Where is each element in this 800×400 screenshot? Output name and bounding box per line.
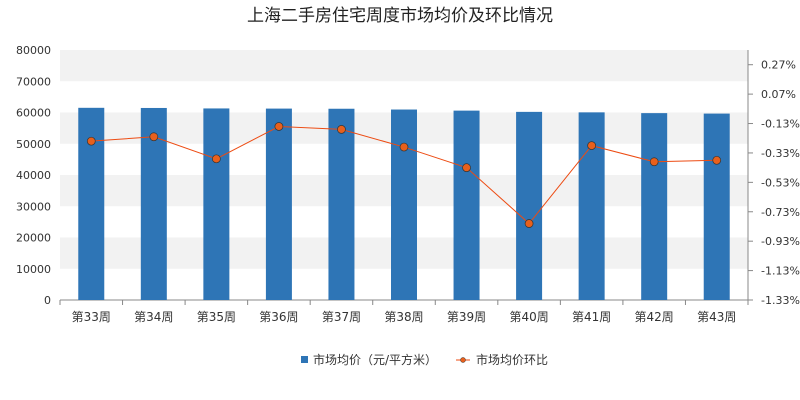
- x-tick-label: 第38周: [384, 310, 423, 324]
- line-point: [274, 122, 284, 131]
- y-left-tick-label: 40000: [16, 169, 51, 182]
- bar: [203, 108, 230, 300]
- legend-swatch-bar: [301, 356, 308, 363]
- y-right-tick-label: -0.93%: [761, 235, 800, 248]
- x-tick-label: 第34周: [134, 310, 173, 324]
- y-right-tick-label: 0.27%: [761, 59, 796, 72]
- x-tick-label: 第39周: [447, 310, 486, 324]
- line-point: [649, 157, 659, 167]
- line-point: [462, 163, 471, 172]
- line-point: [212, 154, 221, 164]
- bar: [516, 111, 543, 300]
- y-left-tick-label: 80000: [16, 44, 51, 57]
- x-tick-label: 第42周: [635, 310, 674, 324]
- line-point: [524, 219, 534, 228]
- legend-label-line: 市场均价环比: [476, 352, 548, 367]
- line-series: [86, 122, 722, 228]
- bar: [578, 112, 605, 300]
- chart-title: 上海二手房住宅周度市场均价及环比情况: [247, 6, 553, 26]
- y-right-tick-label: -0.13%: [761, 118, 800, 131]
- grid-band: [60, 50, 748, 82]
- y-left-tick-label: 70000: [16, 75, 51, 88]
- y-right-tick-label: 0.07%: [761, 88, 796, 101]
- x-tick-label: 第33周: [72, 310, 111, 324]
- y-right-tick-label: -0.53%: [761, 176, 800, 189]
- bar: [641, 113, 668, 300]
- x-tick-label: 第43周: [697, 310, 736, 324]
- y-left-tick-label: 60000: [16, 107, 51, 120]
- y-right-tick-label: -1.33%: [761, 294, 800, 307]
- legend-swatch-marker: [460, 357, 466, 363]
- y-left-tick-label: 30000: [16, 200, 51, 213]
- line-point: [712, 155, 722, 165]
- x-tick-label: 第35周: [197, 310, 236, 324]
- y-left-tick-label: 50000: [16, 138, 51, 151]
- x-tick-label: 第40周: [509, 310, 548, 324]
- line-point: [337, 125, 346, 134]
- y-right-tick-label: -0.33%: [761, 147, 800, 160]
- y-right-tick-label: -1.13%: [761, 265, 800, 278]
- legend-label-bar: 市场均价（元/平方米）: [313, 352, 437, 367]
- grid-band: [60, 81, 748, 113]
- y-left-tick-label: 20000: [16, 232, 51, 245]
- line-point: [587, 141, 596, 150]
- bar: [453, 110, 480, 300]
- line-point: [86, 136, 96, 146]
- y-left-tick-label: 0: [44, 294, 51, 307]
- bar: [391, 109, 417, 300]
- bar: [703, 113, 730, 300]
- axes: 0 10000 20000 30000 40000 50000 60000 70000 8000…: [16, 44, 800, 324]
- x-tick-label: 第41周: [572, 310, 611, 324]
- x-tick-label: 第36周: [259, 310, 298, 324]
- bar: [328, 108, 355, 300]
- bar: [265, 108, 292, 300]
- y-left-tick-label: 10000: [16, 263, 51, 276]
- y-right-tick-label: -0.73%: [761, 206, 800, 219]
- bar: [78, 107, 105, 300]
- legend: 市场均价（元/平方米） 市场均价环比: [301, 352, 548, 367]
- line-point: [149, 132, 159, 142]
- line-point: [399, 142, 409, 152]
- x-tick-label: 第37周: [322, 310, 361, 324]
